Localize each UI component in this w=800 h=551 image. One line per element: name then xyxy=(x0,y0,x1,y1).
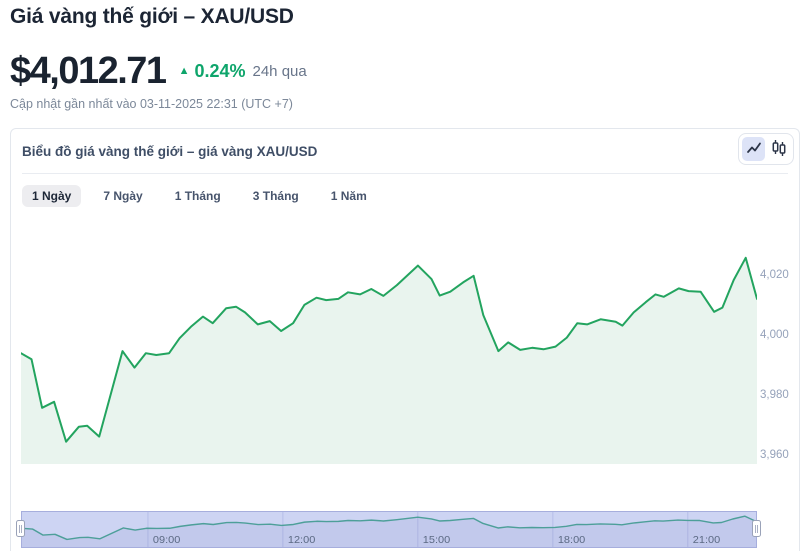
navigator-time-label: 18:00 xyxy=(558,534,585,546)
line-chart-button[interactable] xyxy=(742,137,765,161)
navigator-left-handle[interactable] xyxy=(16,520,25,537)
triangle-up-icon: ▲ xyxy=(178,64,190,77)
y-axis-tick: 3,980 xyxy=(760,389,789,401)
chart-type-toggle xyxy=(738,133,794,165)
candlestick-chart-button[interactable] xyxy=(767,137,790,161)
price-chart[interactable] xyxy=(21,230,757,464)
change-period-label: 24h qua xyxy=(252,62,307,80)
navigator-chart: 09:00 12:00 15:00 18:00 21:00 xyxy=(21,512,757,547)
range-tabs: 1 Ngày 7 Ngày 1 Tháng 3 Tháng 1 Năm xyxy=(22,185,377,207)
navigator-time-label: 15:00 xyxy=(423,534,450,546)
chart-panel: Biểu đồ giá vàng thế giới – giá vàng XAU… xyxy=(10,128,800,551)
navigator-right-handle[interactable] xyxy=(752,520,761,537)
candlestick-icon xyxy=(771,139,787,160)
navigator-time-label: 21:00 xyxy=(693,534,720,546)
navigator-time-label: 09:00 xyxy=(153,534,180,546)
chart-panel-title: Biểu đồ giá vàng thế giới – giá vàng XAU… xyxy=(22,144,318,159)
current-price: $4,012.71 xyxy=(10,49,167,92)
y-axis-tick: 4,000 xyxy=(760,329,789,341)
range-tab-2[interactable]: 1 Tháng xyxy=(165,185,231,207)
price-area xyxy=(21,257,757,464)
y-axis-tick: 3,960 xyxy=(760,449,789,461)
change-percent: 0.24% xyxy=(194,60,246,81)
price-line xyxy=(21,256,757,443)
range-tab-3[interactable]: 3 Tháng xyxy=(243,185,309,207)
navigator-time-label: 12:00 xyxy=(288,534,315,546)
page-title: Giá vàng thế giới – XAU/USD xyxy=(10,5,294,28)
y-axis-tick: 4,020 xyxy=(760,269,789,281)
line-chart-icon xyxy=(746,140,762,159)
range-tab-4[interactable]: 1 Năm xyxy=(321,185,377,207)
panel-divider xyxy=(22,173,788,174)
navigator-line xyxy=(21,515,757,541)
range-tab-0[interactable]: 1 Ngày xyxy=(22,185,82,207)
range-tab-1[interactable]: 7 Ngày xyxy=(93,185,152,207)
last-updated-text: Cập nhật gần nhất vào 03-11-2025 22:31 (… xyxy=(10,97,293,111)
price-row: $4,012.71 ▲ 0.24% 24h qua xyxy=(10,48,307,94)
chart-navigator[interactable]: 09:00 12:00 15:00 18:00 21:00 xyxy=(21,511,757,548)
